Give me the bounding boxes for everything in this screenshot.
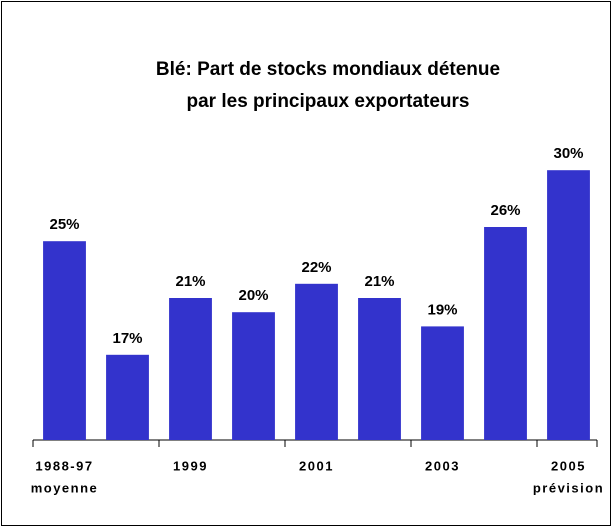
bar [295,283,338,440]
bar [547,170,590,440]
bar [43,241,86,440]
bar [421,326,464,440]
data-label: 21% [175,273,205,290]
chart-title: par les principaux exportateurs [187,91,470,112]
x-tick-label: 2001 [299,458,334,473]
bar [106,354,149,440]
x-tick-label: 1999 [173,458,208,473]
data-label: 21% [364,273,394,290]
data-label: 17% [112,330,142,347]
data-label: 19% [427,301,457,318]
data-label: 25% [49,216,79,233]
x-tick-label: 2003 [425,458,460,473]
chart-title: Blé: Part de stocks mondiaux détenue [156,59,500,80]
data-label: 26% [490,202,520,219]
bar [232,312,275,440]
bar [358,298,401,440]
bar [484,227,527,440]
x-tick-label: prévision [533,480,604,495]
data-label: 22% [301,259,331,276]
bar [169,298,212,440]
x-tick-label: moyenne [31,480,99,495]
data-label: 20% [238,287,268,304]
data-label: 30% [553,145,583,162]
x-tick-label: 1988-97 [35,458,93,473]
x-tick-label: 2005 [551,458,586,473]
